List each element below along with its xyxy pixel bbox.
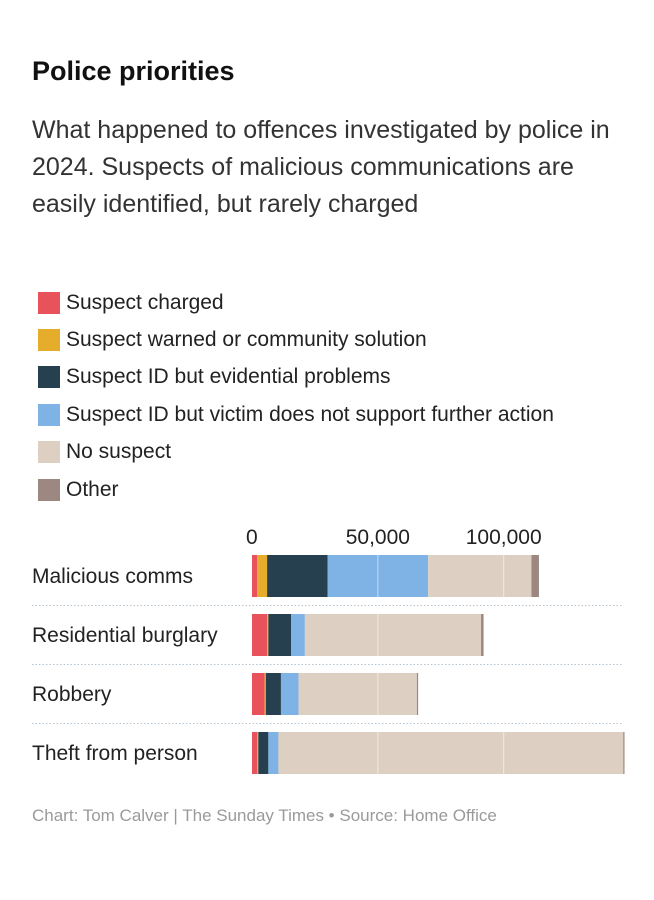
- legend-item: Suspect ID but evidential problems: [38, 359, 554, 396]
- legend-label: No suspect: [66, 440, 172, 464]
- bar-segment: [268, 614, 292, 656]
- legend-item: Other: [38, 471, 554, 508]
- legend-swatch: [38, 291, 60, 314]
- legend-swatch: [38, 478, 60, 501]
- chart-credit: Chart: Tom Calver | The Sunday Times • S…: [32, 806, 497, 825]
- legend-item: Suspect ID but victim does not support f…: [38, 396, 554, 433]
- legend-item: Suspect charged: [38, 284, 554, 321]
- stacked-bar-chart: 0 50,000 100,000 Malicious comms Residential…: [32, 526, 625, 774]
- bar-segment: [531, 555, 539, 597]
- bar-segment: [278, 732, 624, 774]
- legend-swatch: [38, 441, 60, 464]
- legend: Suspect charged Suspect warned or communi…: [38, 284, 554, 508]
- legend-item: No suspect: [38, 434, 554, 471]
- bar-segment: [264, 673, 266, 715]
- legend-item: Suspect warned or community solution: [38, 321, 554, 358]
- bar-segment: [623, 732, 625, 774]
- bar-segment: [258, 732, 269, 774]
- legend-label: Suspect charged: [66, 290, 224, 314]
- x-tick-label: 0: [246, 526, 258, 549]
- bar-segment: [257, 555, 268, 597]
- legend-swatch: [38, 329, 60, 352]
- bar-segment: [252, 555, 258, 597]
- category-label: Malicious comms: [32, 565, 193, 588]
- bar-segment: [257, 732, 259, 774]
- legend-label: Other: [66, 477, 119, 501]
- bar-segment: [304, 614, 482, 656]
- category-label: Robbery: [32, 683, 112, 706]
- legend-label: Suspect ID but victim does not support f…: [66, 402, 554, 426]
- x-tick-label: 50,000: [346, 526, 410, 549]
- bar-segment: [416, 673, 419, 715]
- chart-subtitle: What happened to offences investigated b…: [32, 116, 610, 218]
- chart-title: Police priorities: [32, 56, 235, 86]
- bar-segment: [265, 673, 281, 715]
- bar-segment: [298, 673, 417, 715]
- bar-segment: [267, 555, 328, 597]
- legend-label: Suspect ID but evidential problems: [66, 365, 391, 389]
- category-label: Residential burglary: [32, 624, 218, 647]
- bar-segment: [252, 732, 258, 774]
- legend-swatch: [38, 366, 60, 389]
- bar-segment: [267, 614, 269, 656]
- legend-label: Suspect warned or community solution: [66, 328, 427, 352]
- category-label: Theft from person: [32, 742, 198, 765]
- legend-swatch: [38, 403, 60, 426]
- bar-segment: [268, 732, 279, 774]
- x-tick-label: 100,000: [466, 526, 542, 549]
- bar-segment: [428, 555, 532, 597]
- bar-segment: [291, 614, 305, 656]
- bar-segment: [481, 614, 484, 656]
- bar-segment: [252, 673, 265, 715]
- bar-segment: [280, 673, 299, 715]
- bar-segment: [252, 614, 268, 656]
